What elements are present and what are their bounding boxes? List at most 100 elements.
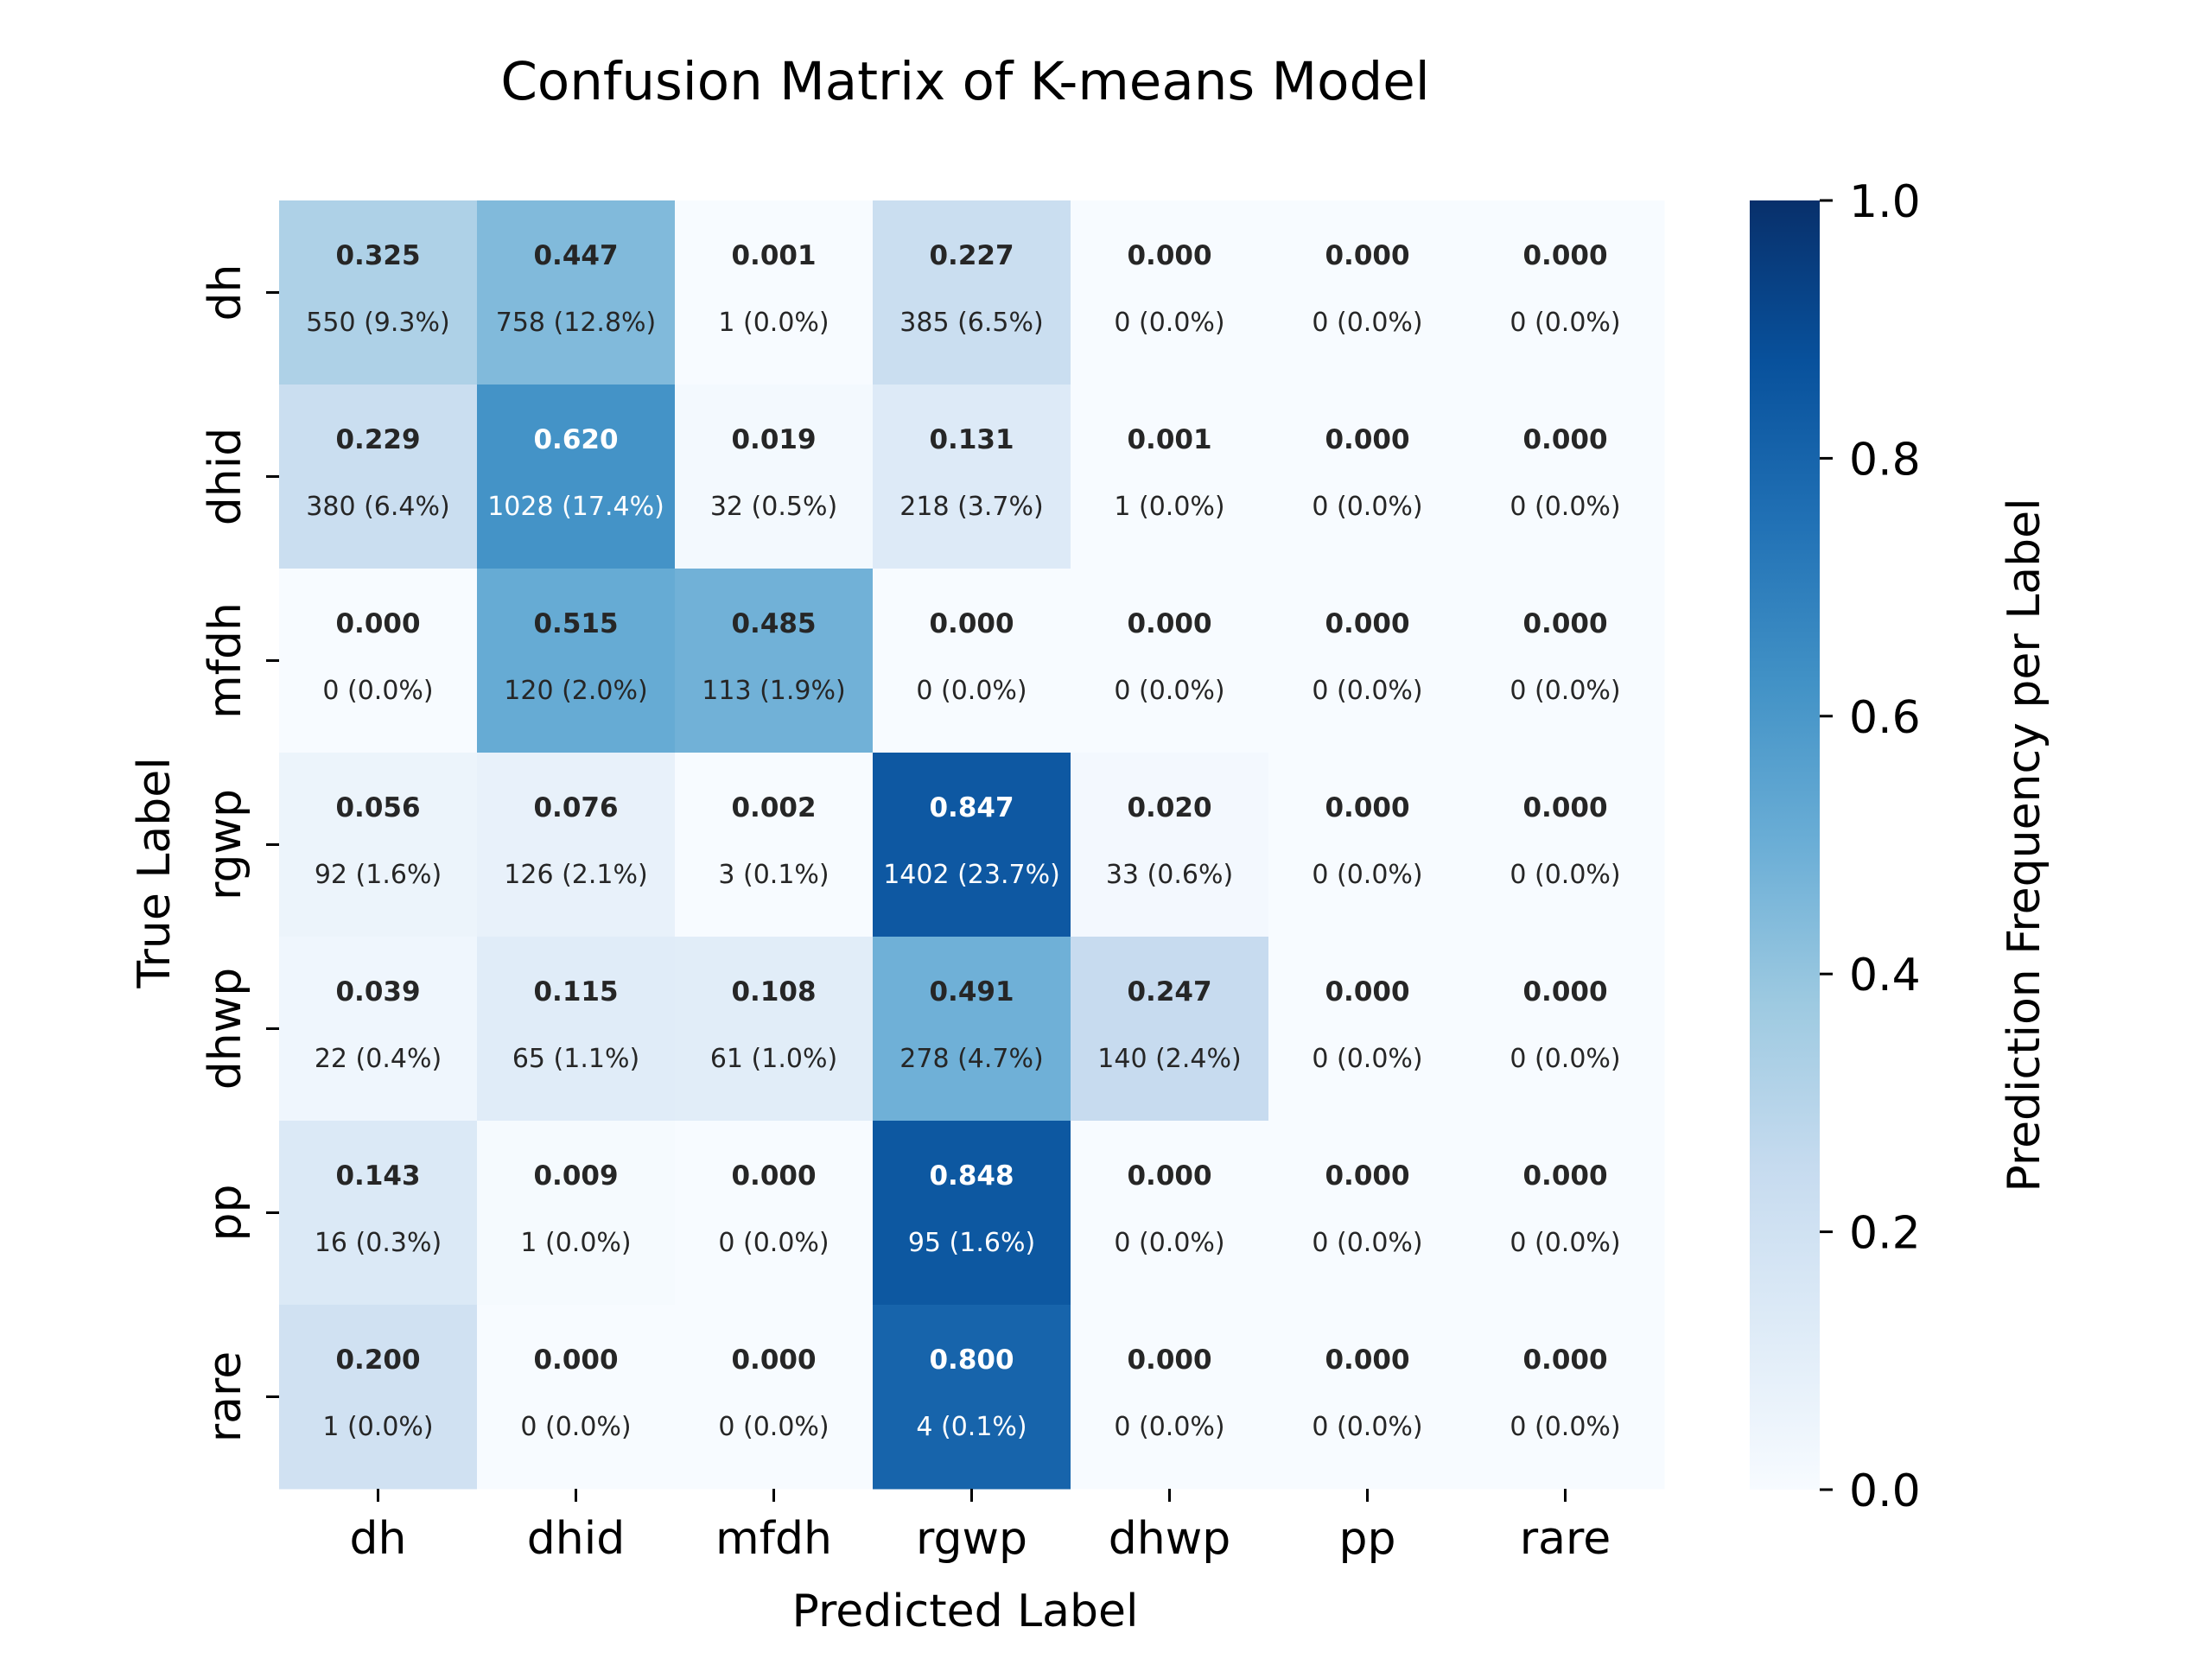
cell-count-label: 0 (0.0%) xyxy=(1114,1228,1224,1258)
cell-count-label: 0 (0.0%) xyxy=(322,676,433,706)
heatmap-cell xyxy=(873,385,1071,569)
heatmap-cell xyxy=(1466,937,1665,1122)
heatmap-cell xyxy=(1071,200,1269,385)
cell-count-label: 32 (0.5%) xyxy=(710,492,837,522)
heatmap-cell xyxy=(1268,569,1467,753)
cell-count-label: 92 (1.6%) xyxy=(315,860,442,890)
cell-value-label: 0.076 xyxy=(533,792,618,823)
cell-value-label: 0.000 xyxy=(1127,608,1211,639)
heatmap-cell xyxy=(1071,1121,1269,1306)
heatmap-cell xyxy=(873,1121,1071,1306)
cell-count-label: 4 (0.1%) xyxy=(916,1412,1027,1442)
cell-value-label: 0.800 xyxy=(929,1344,1014,1376)
cell-count-label: 278 (4.7%) xyxy=(899,1044,1043,1074)
heatmap-cell xyxy=(675,937,874,1122)
cell-value-label: 0.000 xyxy=(533,1344,618,1376)
cell-value-label: 0.000 xyxy=(1127,1160,1211,1192)
cell-value-label: 0.108 xyxy=(731,976,816,1007)
heatmap-cell xyxy=(1071,753,1269,938)
heatmap-cell xyxy=(279,753,478,938)
cell-value-label: 0.020 xyxy=(1127,792,1211,823)
cell-value-label: 0.620 xyxy=(533,424,618,455)
heatmap-cell xyxy=(477,753,676,938)
cell-count-label: 0 (0.0%) xyxy=(1312,1044,1422,1074)
cell-value-label: 0.000 xyxy=(1325,792,1409,823)
heatmap-cell xyxy=(873,753,1071,938)
cell-value-label: 0.000 xyxy=(1522,608,1607,639)
cell-value-label: 0.485 xyxy=(731,608,816,639)
heatmap-cell xyxy=(477,1305,676,1490)
cell-count-label: 0 (0.0%) xyxy=(916,676,1027,706)
cell-value-label: 0.491 xyxy=(929,976,1014,1007)
cell-value-label: 0.115 xyxy=(533,976,618,1007)
heatmap-cell xyxy=(873,1305,1071,1490)
heatmap-cell xyxy=(1071,1305,1269,1490)
heatmap-cells xyxy=(279,200,1665,1490)
cell-value-label: 0.000 xyxy=(1325,976,1409,1007)
cell-count-label: 0 (0.0%) xyxy=(1510,1044,1620,1074)
colorbar-label: Prediction Frequency per Label xyxy=(1999,498,2050,1192)
heatmap-cell xyxy=(1466,385,1665,569)
cell-count-label: 140 (2.4%) xyxy=(1097,1044,1241,1074)
y-tick-label: mfdh xyxy=(200,602,251,719)
heatmap-cell xyxy=(873,937,1071,1122)
cell-value-label: 0.847 xyxy=(929,792,1014,823)
cell-value-label: 0.000 xyxy=(1325,1344,1409,1376)
cell-count-label: 1028 (17.4%) xyxy=(487,492,664,522)
heatmap-cell xyxy=(1071,937,1269,1122)
cell-count-label: 0 (0.0%) xyxy=(1510,676,1620,706)
cell-value-label: 0.447 xyxy=(533,240,618,271)
heatmap-cell xyxy=(1268,1305,1467,1490)
x-tick-label: mfdh xyxy=(715,1513,832,1565)
colorbar-tick-label: 1.0 xyxy=(1849,176,1921,228)
y-tick-label: dhid xyxy=(200,428,251,525)
cell-value-label: 0.000 xyxy=(1127,1344,1211,1376)
cell-value-label: 0.039 xyxy=(335,976,420,1007)
x-tick-label: dhid xyxy=(527,1513,625,1565)
heatmap-cell xyxy=(1268,200,1467,385)
cell-count-label: 61 (1.0%) xyxy=(710,1044,837,1074)
cell-count-label: 22 (0.4%) xyxy=(315,1044,442,1074)
cell-value-label: 0.000 xyxy=(731,1160,816,1192)
colorbar-tick-label: 0.2 xyxy=(1849,1208,1921,1260)
cell-count-label: 113 (1.9%) xyxy=(702,676,845,706)
cell-count-label: 758 (12.8%) xyxy=(496,308,657,338)
heatmap-cell xyxy=(477,1121,676,1306)
cell-count-label: 1 (0.0%) xyxy=(718,308,829,338)
cell-count-label: 0 (0.0%) xyxy=(718,1228,829,1258)
cell-value-label: 0.227 xyxy=(929,240,1014,271)
cell-count-label: 550 (9.3%) xyxy=(306,308,449,338)
heatmap-cell xyxy=(1466,569,1665,753)
cell-count-label: 0 (0.0%) xyxy=(1312,676,1422,706)
cell-value-label: 0.000 xyxy=(1522,240,1607,271)
x-axis: dh dhid mfdh rgwp dhwp pp rare xyxy=(350,1489,1611,1565)
cell-count-label: 218 (3.7%) xyxy=(899,492,1043,522)
cell-count-label: 0 (0.0%) xyxy=(1312,1228,1422,1258)
cell-value-label: 0.019 xyxy=(731,424,816,455)
cell-count-label: 0 (0.0%) xyxy=(1510,860,1620,890)
cell-value-label: 0.325 xyxy=(335,240,420,271)
heatmap-cell-labels: 0.325 550 (9.3%) 0.447 758 (12.8%) 0.001 1 (0… xyxy=(306,240,1620,1442)
y-tick-label: dh xyxy=(200,264,251,321)
heatmap-cell xyxy=(279,385,478,569)
heatmap-cell xyxy=(1268,1121,1467,1306)
cell-count-label: 0 (0.0%) xyxy=(1114,676,1224,706)
cell-value-label: 0.848 xyxy=(929,1160,1014,1192)
cell-count-label: 1 (0.0%) xyxy=(1114,492,1224,522)
cell-count-label: 385 (6.5%) xyxy=(899,308,1043,338)
cell-value-label: 0.002 xyxy=(731,792,816,823)
cell-count-label: 0 (0.0%) xyxy=(520,1412,631,1442)
heatmap-cell xyxy=(477,385,676,569)
cell-count-label: 0 (0.0%) xyxy=(718,1412,829,1442)
cell-value-label: 0.200 xyxy=(335,1344,420,1376)
cell-value-label: 0.000 xyxy=(1522,1344,1607,1376)
x-tick-label: dh xyxy=(350,1513,407,1565)
cell-count-label: 1 (0.0%) xyxy=(322,1412,433,1442)
cell-count-label: 33 (0.6%) xyxy=(1106,860,1233,890)
colorbar-tick-label: 0.4 xyxy=(1849,950,1921,1001)
heatmap-cell xyxy=(675,200,874,385)
heatmap-cell xyxy=(1466,753,1665,938)
heatmap-cell xyxy=(675,569,874,753)
chart-title: Confusion Matrix of K-means Model xyxy=(500,51,1429,112)
y-tick-label: rgwp xyxy=(200,789,251,900)
